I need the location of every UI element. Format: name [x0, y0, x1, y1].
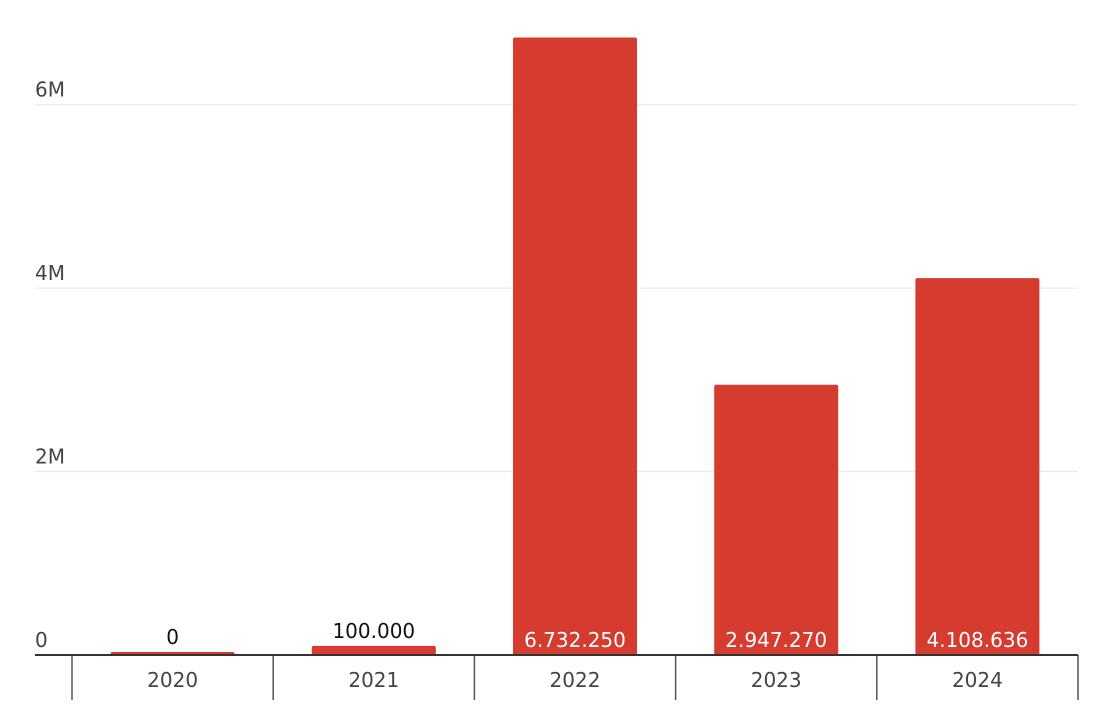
x-tick-label: 2023 — [751, 668, 802, 692]
value-label: 6.732.250 — [524, 628, 626, 652]
x-tick-label: 2021 — [348, 668, 399, 692]
bar — [714, 384, 839, 655]
bar — [915, 278, 1040, 655]
x-tick-label: 2024 — [952, 668, 1003, 692]
value-label: 100.000 — [332, 619, 415, 643]
x-tick-label: 2020 — [147, 668, 198, 692]
bar — [513, 37, 637, 655]
value-label: 4.108.636 — [927, 628, 1029, 652]
y-tick-label: 6M — [35, 78, 65, 102]
y-tick-label: 0 — [35, 628, 48, 652]
y-tick-label: 2M — [35, 445, 65, 469]
bar — [311, 645, 436, 655]
value-label: 0 — [166, 625, 179, 649]
y-tick-label: 4M — [35, 261, 65, 285]
x-tick-label: 2022 — [550, 668, 601, 692]
value-label: 2.947.270 — [725, 628, 827, 652]
